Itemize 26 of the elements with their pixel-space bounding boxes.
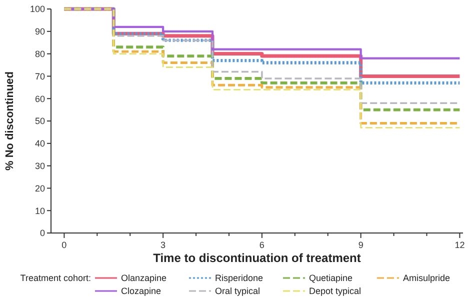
y-tick-label: 0 bbox=[40, 228, 45, 238]
x-tick-label: 0 bbox=[62, 240, 67, 250]
y-tick-label: 80 bbox=[34, 48, 45, 59]
legend-label: Depot typical bbox=[309, 286, 362, 296]
y-tick-label: 50 bbox=[34, 116, 45, 126]
y-tick-label: 60 bbox=[34, 94, 45, 104]
y-tick-label: 100 bbox=[30, 4, 45, 14]
x-axis-title: Time to discontinuation of treatment bbox=[153, 251, 361, 265]
legend-label: Risperidone bbox=[215, 273, 264, 284]
y-tick-label: 30 bbox=[34, 160, 45, 171]
y-tick-label: 10 bbox=[34, 206, 45, 216]
x-tick-label: 6 bbox=[259, 240, 264, 250]
y-tick-label: 90 bbox=[34, 26, 45, 37]
legend-label: Quetiapine bbox=[309, 273, 353, 284]
x-tick-label: 9 bbox=[358, 240, 364, 250]
x-tick-label: 3 bbox=[160, 240, 166, 250]
legend-label: Clozapine bbox=[121, 286, 162, 296]
x-tick-label: 12 bbox=[454, 240, 465, 250]
y-tick-label: 40 bbox=[34, 138, 45, 149]
y-axis-title: % No discontinued bbox=[4, 72, 16, 170]
y-tick-label: 70 bbox=[34, 71, 45, 82]
y-tick-label: 20 bbox=[34, 183, 45, 194]
legend-title: Treatment cohort: bbox=[20, 273, 91, 284]
legend-label: Oral typical bbox=[215, 286, 260, 296]
legend-label: Amisulpride bbox=[403, 273, 450, 284]
legend-label: Olanzapine bbox=[121, 273, 167, 284]
